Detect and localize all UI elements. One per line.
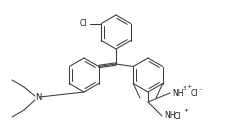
Text: ⁻: ⁻ <box>184 109 187 114</box>
Text: +: + <box>185 84 190 89</box>
Text: Cl: Cl <box>190 89 198 99</box>
Text: N: N <box>35 94 41 102</box>
Text: NH: NH <box>163 111 175 121</box>
Text: Cl: Cl <box>173 112 181 121</box>
Text: 3: 3 <box>182 86 185 90</box>
Text: +: + <box>182 108 187 113</box>
Text: ⁻: ⁻ <box>198 88 202 94</box>
Text: NH: NH <box>171 88 183 97</box>
Text: Cl: Cl <box>79 19 87 28</box>
